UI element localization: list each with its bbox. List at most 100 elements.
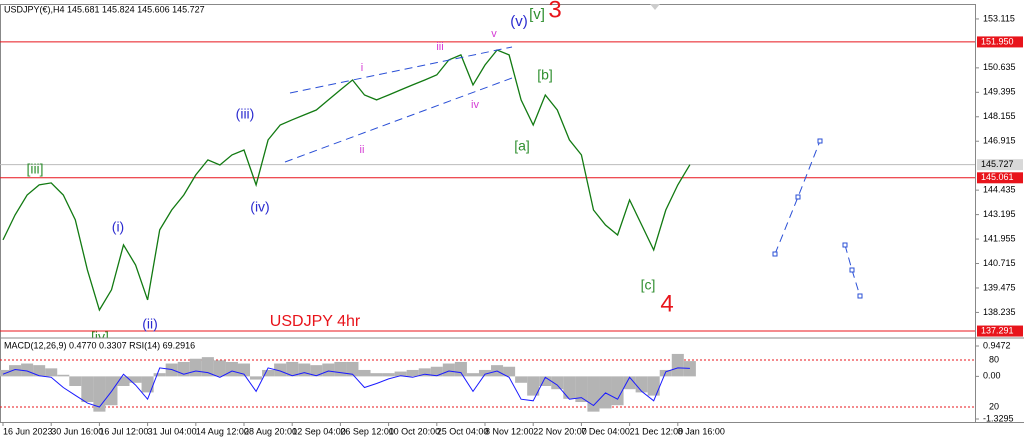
indicator-pane: MACD(12,26,9) 0.4770 0.3307 RSI(14) 69.2… [0,337,1024,423]
channel-upper [289,46,513,94]
wave-label: iv [471,99,479,111]
x-tick-label: 16 Jul 12:00 [99,426,148,436]
projection-point [795,194,801,200]
macd-bar [442,363,455,377]
wave-label: 3 [548,0,561,23]
wave-label: (iii) [236,106,255,122]
macd-bar [274,363,287,377]
x-tick-label: 31 Jul 04:00 [148,426,197,436]
wave-label: (iv) [250,199,269,215]
projection-points [772,138,863,299]
macd-bar [346,361,359,377]
macd-bar [153,373,166,377]
macd-bar [515,376,528,383]
x-tick-label: 12 Sep 04:00 [292,426,346,436]
wave-label: iii [436,41,443,53]
y-tick-label: 138.235 [983,307,1016,317]
macd-bar [21,363,34,377]
macd-bar [250,376,263,380]
x-tick-label: 25 Oct 04:00 [437,426,489,436]
macd-bar [201,357,214,377]
x-tick-label: 16 Jun 2023 [3,426,53,436]
y-tick-label: 148.155 [983,111,1016,121]
x-tick-label: 22 Nov 20:00 [533,426,587,436]
y-tick-label: 144.435 [983,185,1016,195]
macd-bar [671,353,684,377]
x-tick-label: 7 Dec 04:00 [581,426,630,436]
current-price-tag [977,159,1023,171]
macd-bar [213,360,226,377]
y2-tick-label: 80 [989,354,999,364]
projection-up [774,140,821,255]
macd-bar [141,376,154,393]
projection-down [844,244,861,297]
macd-bar [418,368,431,377]
x-tick-label: 28 Aug 20:00 [244,426,297,436]
wave-label: (v) [510,13,528,30]
macd-bar [57,374,70,377]
macd-bar [527,376,540,396]
wave-label: [b] [537,67,553,83]
projection-point [842,242,848,248]
wave-label: (i) [112,219,124,235]
macd-bar [430,366,443,377]
macd-bar [189,358,202,377]
wave-label: v [491,28,497,40]
x-tick-label: 8 Jan 16:00 [678,426,725,436]
level-tag [977,36,1023,48]
macd-bar [129,376,142,383]
macd-bar [298,363,311,377]
y2-tick-label: 20 [989,401,999,411]
price-line [2,49,691,312]
macd-bar [358,369,371,377]
level-label: 151.950 [981,36,1014,46]
macd-bar [81,376,94,403]
y-tick-label: 140.715 [983,258,1016,268]
macd-bar [575,376,588,403]
macd-bar [406,369,419,377]
y-tick-label: 153.115 [983,13,1015,23]
macd-bar [382,373,395,377]
wave-label: [iii] [26,161,43,177]
macd-bar [69,376,82,386]
level-label: 137.291 [981,325,1014,335]
x-tick-label: 26 Sep 12:00 [340,426,394,436]
macd-bar [310,365,323,377]
indicator-background [1,338,975,422]
level-label: 145.061 [981,172,1014,182]
wave-label: i [361,62,363,74]
wave-label: (ii) [142,316,158,332]
macd-bar [503,366,516,377]
macd-bar [647,376,660,396]
macd-bar [587,376,600,412]
channel-lines [284,46,861,297]
menu-icon[interactable] [650,4,660,10]
macd-bar [370,373,383,377]
x-tick-label: 30 Jun 16:00 [51,426,103,436]
macd-bar [225,361,238,377]
y-tick-label: 0.9472 [983,340,1011,350]
price-pane: 153.115 150.635 149.395 148.155 146.915 144.4… [0,0,1023,345]
wave-label: USDJPY 4hr [270,313,361,330]
macd-bar [466,373,479,377]
wave-label: ii [360,144,365,156]
y-tick-label: 139.475 [983,282,1016,292]
x-tick-label: 21 Dec 12:00 [630,426,684,436]
channel-lower [284,77,513,163]
macd-bar [334,361,347,377]
macd-bar [322,363,335,377]
level-tag [977,172,1023,184]
y-tick-label: 141.955 [983,233,1016,243]
x-tick-label: 10 Oct 20:00 [389,426,441,436]
level-tag [977,325,1023,337]
wave-label: [a] [514,138,530,154]
macd-bar [539,376,552,386]
indicator-title: MACD(12,26,9) 0.4770 0.3307 RSI(14) 69.2… [4,340,195,350]
macd-bar [551,376,564,390]
projection-point [817,138,823,144]
projection-point [857,293,863,299]
chart-header: USDJPY(€),H4 145.681 145.824 145.606 145… [4,4,205,14]
macd-bar [635,376,648,393]
macd-bar [454,361,467,377]
macd-bar [563,376,576,399]
